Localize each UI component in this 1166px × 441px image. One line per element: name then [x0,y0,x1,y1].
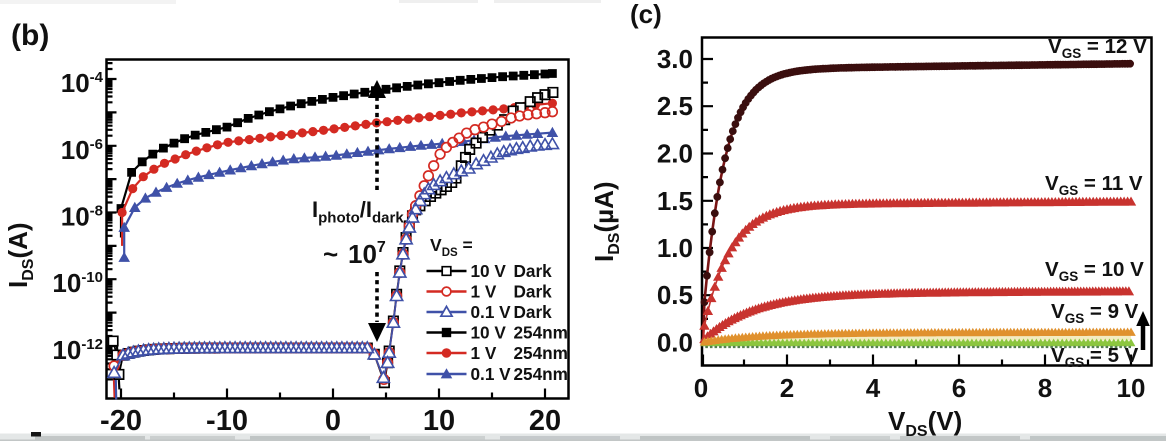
svg-text:10: 10 [1117,373,1146,403]
svg-text:2: 2 [780,373,794,403]
svg-text:2.0: 2.0 [657,139,693,169]
svg-text:6: 6 [952,373,966,403]
svg-text:254nm: 254nm [514,323,568,343]
svg-text:0: 0 [694,373,708,403]
svg-text:Dark: Dark [514,302,553,322]
svg-text:8: 8 [1038,373,1052,403]
svg-text:3.0: 3.0 [657,44,693,74]
svg-text:IDS(µA): IDS(µA) [589,181,623,262]
svg-text:10 V: 10 V [471,261,507,281]
svg-text:0.1 V: 0.1 V [471,364,512,384]
svg-text:2.5: 2.5 [657,91,693,121]
svg-text:254nm: 254nm [514,364,568,384]
svg-text:~: ~ [323,239,338,269]
svg-text:20: 20 [529,405,561,437]
svg-text:10: 10 [423,405,455,437]
svg-text:Dark: Dark [514,282,553,302]
svg-text:VGS = 12 V: VGS = 12 V [1048,35,1147,61]
svg-text:(c): (c) [630,0,662,29]
svg-text:VGS = 10 V: VGS = 10 V [1045,258,1144,284]
svg-text:1 V: 1 V [471,343,497,363]
svg-text:0: 0 [325,405,341,437]
svg-text:1.0: 1.0 [657,233,693,263]
svg-text:10 V: 10 V [471,323,507,343]
svg-text:(b): (b) [11,19,49,52]
svg-text:1 V: 1 V [471,282,497,302]
svg-text:VGS = 9 V: VGS = 9 V [1051,300,1139,326]
svg-text:0.5: 0.5 [657,280,693,310]
svg-text:VGS = 5 V: VGS = 5 V [1051,344,1139,370]
svg-text:10-10: 10-10 [52,268,103,298]
svg-text:Dark: Dark [514,261,553,281]
svg-text:-10: -10 [206,405,248,437]
svg-text:-20: -20 [100,405,142,437]
svg-text:254nm: 254nm [514,343,568,363]
svg-text:0.0: 0.0 [657,328,693,358]
svg-text:0.1 V: 0.1 V [471,302,512,322]
svg-text:4: 4 [866,373,881,403]
svg-text:1.5: 1.5 [657,186,693,216]
